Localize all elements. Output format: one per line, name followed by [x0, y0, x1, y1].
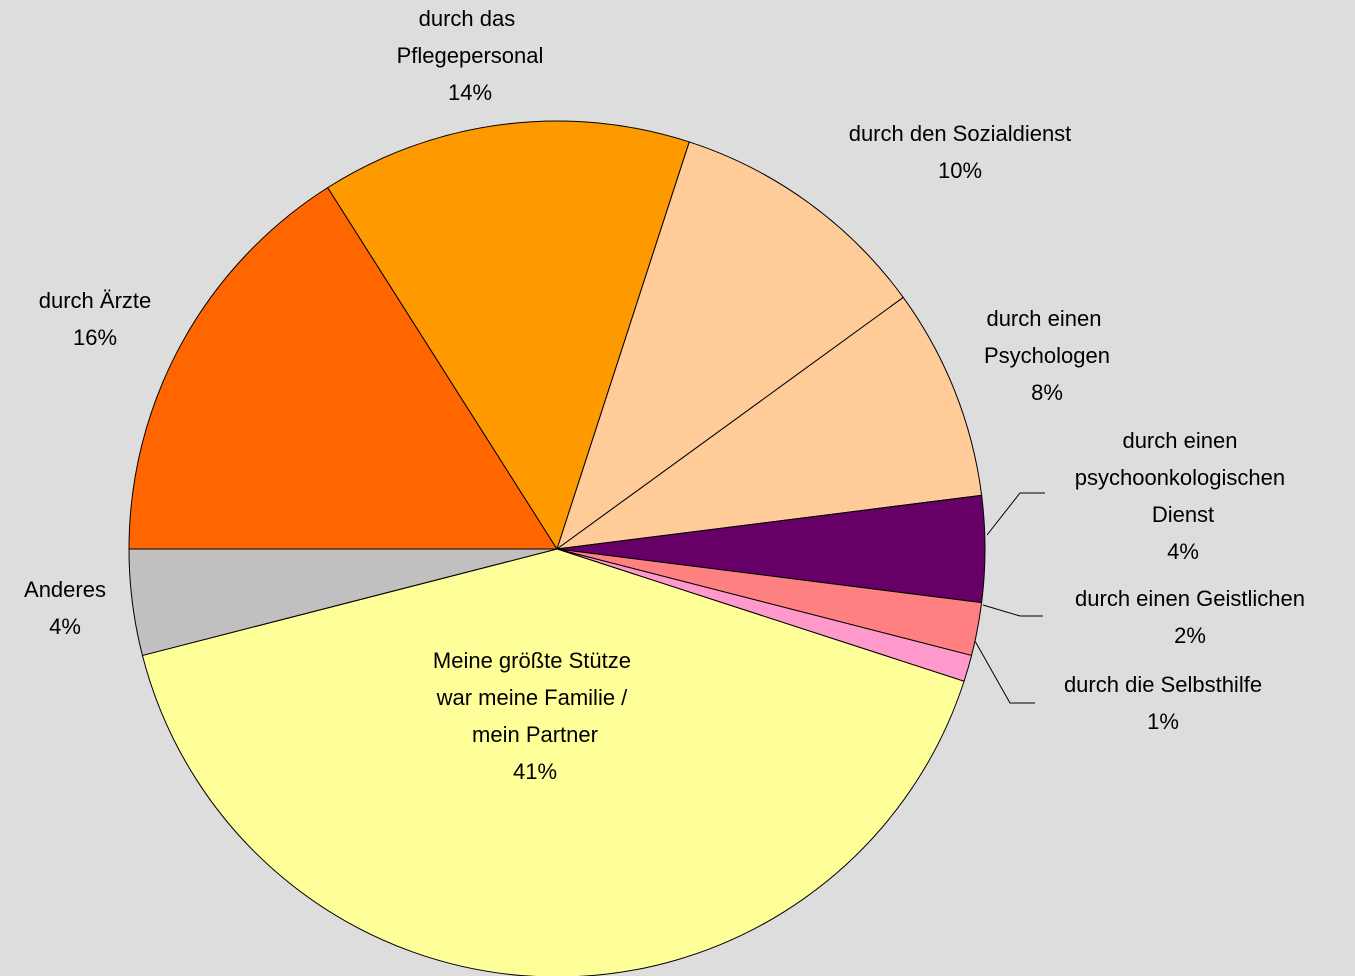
leader-line	[974, 640, 1035, 704]
slice-value-label: 16%	[73, 325, 117, 350]
slice-label: durch das Pflegepersonal	[397, 6, 544, 68]
slice-label: durch einen Geistlichen	[1075, 586, 1305, 611]
slice-value-label: 2%	[1174, 623, 1206, 648]
slice-label: durch Ärzte	[39, 288, 152, 313]
slice-label: durch den Sozialdienst	[849, 121, 1072, 146]
pie-slice	[141, 548, 965, 976]
leader-line	[982, 604, 1043, 617]
pie-slice	[326, 120, 690, 551]
slice-value-label: 8%	[1031, 380, 1063, 405]
slice-value-label: 14%	[448, 80, 492, 105]
slice-label: durch einen psychoonkologischen Dienst	[1075, 428, 1291, 527]
slice-label: Meine größte Stütze war meine Familie / …	[433, 648, 637, 747]
slice-label: durch einen Psychologen	[984, 306, 1110, 368]
leader-line	[986, 492, 1045, 536]
slice-value-label: 41%	[513, 759, 557, 784]
pie-slice	[128, 548, 558, 657]
slice-value-label: 10%	[938, 158, 982, 183]
slice-label: durch die Selbsthilfe	[1064, 672, 1262, 697]
pie-slice	[556, 296, 983, 550]
slice-label: Anderes	[24, 577, 106, 602]
pie-slice	[556, 141, 904, 551]
slice-value-label: 4%	[1167, 539, 1199, 564]
pie-slice	[128, 186, 558, 550]
slice-value-label: 1%	[1147, 709, 1179, 734]
slice-value-label: 4%	[49, 614, 81, 639]
